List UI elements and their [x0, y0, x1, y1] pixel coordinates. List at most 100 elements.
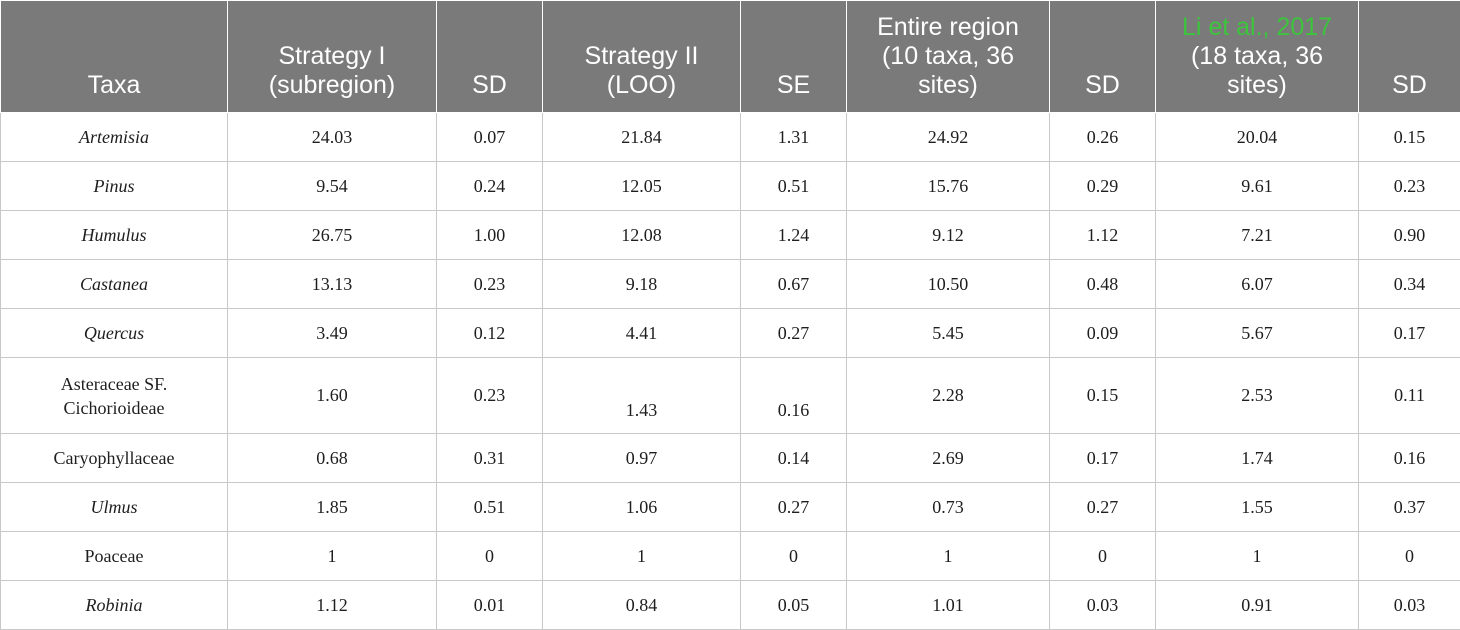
sd-2-cell: 0.03 — [1050, 581, 1156, 630]
header-sd-3: SD — [1359, 1, 1460, 113]
sd-3-cell: 0.17 — [1359, 309, 1460, 358]
taxa-cell: Robinia — [1, 581, 228, 630]
header-sd-1-label: SD — [437, 71, 542, 100]
table-row: Robinia 1.12 0.01 0.84 0.05 1.01 0.03 0.… — [1, 581, 1460, 630]
sd-1-cell: 0.23 — [437, 358, 543, 434]
se-cell: 1.24 — [741, 211, 847, 260]
li-2017-cell: 0.91 — [1156, 581, 1359, 630]
sd-1-cell: 0.12 — [437, 309, 543, 358]
header-se-label: SE — [741, 71, 846, 100]
sd-1-cell: 0.01 — [437, 581, 543, 630]
entire-region-cell: 2.28 — [847, 358, 1050, 434]
strategy-1-cell: 0.68 — [228, 434, 437, 483]
strategy-1-cell: 1.12 — [228, 581, 437, 630]
table-row: Caryophyllaceae 0.68 0.31 0.97 0.14 2.69… — [1, 434, 1460, 483]
strategy-2-cell: 21.84 — [543, 113, 741, 162]
header-sd-3-label: SD — [1359, 71, 1460, 100]
taxa-cell: Pinus — [1, 162, 228, 211]
sd-1-cell: 1.00 — [437, 211, 543, 260]
li-2017-cell: 2.53 — [1156, 358, 1359, 434]
header-taxa-label: Taxa — [1, 71, 227, 100]
sd-3-cell: 0 — [1359, 532, 1460, 581]
sd-3-cell: 0.37 — [1359, 483, 1460, 532]
strategy-1-cell: 1.85 — [228, 483, 437, 532]
se-cell: 0.05 — [741, 581, 847, 630]
sd-1-cell: 0.07 — [437, 113, 543, 162]
sd-2-cell: 0.09 — [1050, 309, 1156, 358]
strategy-2-cell: 12.08 — [543, 211, 741, 260]
strategy-1-cell: 3.49 — [228, 309, 437, 358]
sd-3-cell: 0.90 — [1359, 211, 1460, 260]
strategy-2-cell: 0.97 — [543, 434, 741, 483]
header-entire-region: Entire region (10 taxa, 36 sites) — [847, 1, 1050, 113]
se-cell: 0.16 — [741, 358, 847, 434]
header-strategy-1: Strategy I (subregion) — [228, 1, 437, 113]
table-row: Humulus 26.75 1.00 12.08 1.24 9.12 1.12 … — [1, 211, 1460, 260]
header-strategy-2: Strategy II (LOO) — [543, 1, 741, 113]
li-2017-cell: 9.61 — [1156, 162, 1359, 211]
header-se: SE — [741, 1, 847, 113]
table-row: Poaceae 1 0 1 0 1 0 1 0 — [1, 532, 1460, 581]
header-strategy-2-line-2: (LOO) — [543, 71, 740, 100]
entire-region-cell: 1.01 — [847, 581, 1050, 630]
header-entire-line-3: sites) — [847, 71, 1049, 100]
table-row: Artemisia 24.03 0.07 21.84 1.31 24.92 0.… — [1, 113, 1460, 162]
strategy-1-cell: 13.13 — [228, 260, 437, 309]
header-sd-2-label: SD — [1050, 71, 1155, 100]
se-cell: 0.14 — [741, 434, 847, 483]
taxa-cell: Ulmus — [1, 483, 228, 532]
header-sd-2: SD — [1050, 1, 1156, 113]
header-entire-line-1: Entire region — [847, 13, 1049, 42]
li-2017-citation-link[interactable]: Li et al., 2017 — [1156, 13, 1358, 42]
strategy-2-cell: 4.41 — [543, 309, 741, 358]
sd-2-cell: 0 — [1050, 532, 1156, 581]
sd-2-cell: 0.15 — [1050, 358, 1156, 434]
sd-1-cell: 0.23 — [437, 260, 543, 309]
sd-1-cell: 0.51 — [437, 483, 543, 532]
strategy-2-cell: 1 — [543, 532, 741, 581]
sd-1-cell: 0.24 — [437, 162, 543, 211]
sd-2-cell: 0.26 — [1050, 113, 1156, 162]
taxa-cell: Humulus — [1, 211, 228, 260]
sd-1-cell: 0.31 — [437, 434, 543, 483]
strategy-2-cell: 1.06 — [543, 483, 741, 532]
entire-region-cell: 1 — [847, 532, 1050, 581]
taxa-cell: Artemisia — [1, 113, 228, 162]
entire-region-cell: 0.73 — [847, 483, 1050, 532]
strategy-1-cell: 9.54 — [228, 162, 437, 211]
strategy-1-cell: 1 — [228, 532, 437, 581]
li-2017-cell: 1.55 — [1156, 483, 1359, 532]
se-cell: 0.27 — [741, 483, 847, 532]
se-cell: 0.67 — [741, 260, 847, 309]
table-row: Asteraceae SF. Cichorioideae 1.60 0.23 1… — [1, 358, 1460, 434]
taxa-cell: Poaceae — [1, 532, 228, 581]
entire-region-cell: 15.76 — [847, 162, 1050, 211]
li-2017-cell: 7.21 — [1156, 211, 1359, 260]
header-taxa: Taxa — [1, 1, 228, 113]
taxa-line-1: Asteraceae SF. — [1, 372, 227, 396]
strategy-2-cell: 12.05 — [543, 162, 741, 211]
taxa-line-2: Cichorioideae — [1, 396, 227, 420]
li-2017-cell: 1.74 — [1156, 434, 1359, 483]
sd-2-cell: 0.17 — [1050, 434, 1156, 483]
entire-region-cell: 9.12 — [847, 211, 1050, 260]
li-2017-cell: 6.07 — [1156, 260, 1359, 309]
sd-3-cell: 0.03 — [1359, 581, 1460, 630]
table-row: Castanea 13.13 0.23 9.18 0.67 10.50 0.48… — [1, 260, 1460, 309]
strategy-2-cell: 9.18 — [543, 260, 741, 309]
taxa-cell: Castanea — [1, 260, 228, 309]
header-strategy-1-line-2: (subregion) — [228, 71, 436, 100]
entire-region-cell: 10.50 — [847, 260, 1050, 309]
entire-region-cell: 5.45 — [847, 309, 1050, 358]
strategy-1-cell: 1.60 — [228, 358, 437, 434]
header-row: Taxa Strategy I (subregion) SD Strategy … — [1, 1, 1460, 113]
sd-2-cell: 1.12 — [1050, 211, 1156, 260]
sd-2-cell: 0.29 — [1050, 162, 1156, 211]
sd-3-cell: 0.11 — [1359, 358, 1460, 434]
li-2017-cell: 1 — [1156, 532, 1359, 581]
sd-3-cell: 0.23 — [1359, 162, 1460, 211]
li-2017-cell: 20.04 — [1156, 113, 1359, 162]
table-row: Quercus 3.49 0.12 4.41 0.27 5.45 0.09 5.… — [1, 309, 1460, 358]
se-cell: 0.51 — [741, 162, 847, 211]
header-entire-line-2: (10 taxa, 36 — [847, 42, 1049, 71]
